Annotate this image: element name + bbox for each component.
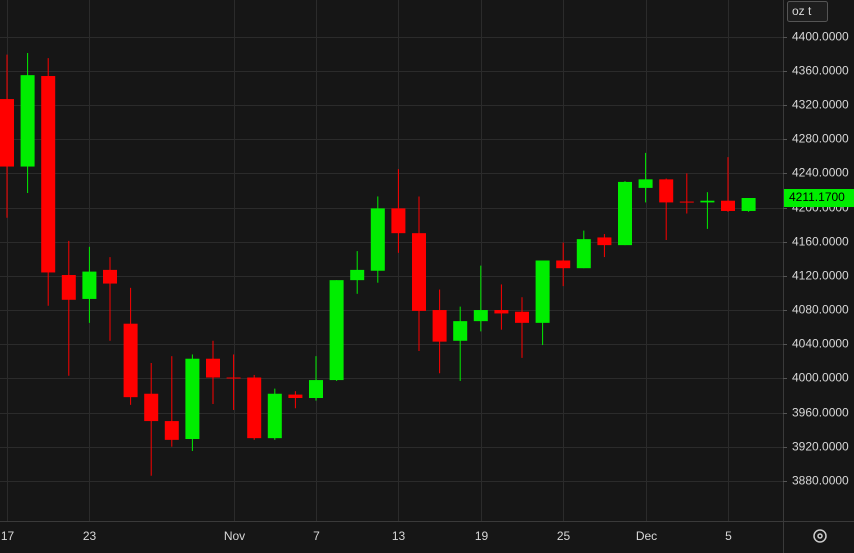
y-tick-label: 4400.0000 bbox=[792, 30, 849, 44]
candle-body bbox=[535, 260, 550, 323]
y-tick-label: 4240.0000 bbox=[792, 166, 849, 180]
x-tick-label: Nov bbox=[224, 529, 245, 543]
y-tick-label: 4360.0000 bbox=[792, 64, 849, 78]
settings-gear[interactable] bbox=[813, 529, 827, 543]
x-tick-label: 17 bbox=[1, 529, 15, 543]
x-tick-label: 13 bbox=[392, 529, 406, 543]
candle-body bbox=[453, 321, 468, 341]
candle-body bbox=[391, 208, 406, 234]
candle-body bbox=[370, 208, 385, 271]
candle-body bbox=[41, 76, 56, 273]
candle-body bbox=[82, 271, 97, 299]
candle-body bbox=[247, 377, 262, 439]
last-price-marker bbox=[784, 189, 854, 208]
unit-label[interactable]: oz t bbox=[792, 4, 812, 18]
candle-body bbox=[288, 394, 303, 399]
x-tick-label: 25 bbox=[557, 529, 571, 543]
candle-body bbox=[412, 233, 426, 311]
candle-body bbox=[515, 311, 529, 323]
candle-body bbox=[267, 393, 282, 439]
candle-body bbox=[721, 200, 735, 211]
x-tick-label: 19 bbox=[475, 529, 489, 543]
unit-selector[interactable] bbox=[787, 1, 828, 22]
y-tick-label: 3920.0000 bbox=[792, 440, 849, 454]
candle-body bbox=[164, 421, 179, 440]
y-tick-label: 4080.0000 bbox=[792, 303, 849, 317]
candle-body bbox=[473, 310, 488, 322]
candle-body bbox=[226, 377, 241, 379]
x-tick-label: Dec bbox=[636, 529, 657, 543]
x-tick-label: 5 bbox=[725, 529, 732, 543]
candle-body bbox=[618, 181, 632, 246]
y-tick-label: 4160.0000 bbox=[792, 235, 849, 249]
y-tick-label: 4320.0000 bbox=[792, 98, 849, 112]
x-tick-label: 7 bbox=[313, 529, 320, 543]
candle-body bbox=[679, 201, 694, 203]
candle-body bbox=[432, 310, 447, 342]
candle-body bbox=[556, 260, 571, 269]
candle-body bbox=[20, 75, 35, 167]
y-tick-label: 4120.0000 bbox=[792, 269, 849, 283]
settings-icon[interactable] bbox=[813, 529, 827, 543]
candle-body bbox=[206, 358, 220, 378]
candle-body bbox=[123, 323, 138, 398]
candle-body bbox=[659, 179, 674, 203]
candle-body bbox=[741, 198, 756, 211]
candle-body bbox=[61, 275, 76, 300]
candle-body bbox=[144, 393, 159, 422]
y-tick-label: 3880.0000 bbox=[792, 474, 849, 488]
candle-body bbox=[576, 239, 591, 269]
y-tick-label: 4280.0000 bbox=[792, 132, 849, 146]
candle-body bbox=[309, 380, 323, 399]
candle-body bbox=[103, 269, 117, 284]
candle-body bbox=[597, 237, 612, 246]
y-tick-label: 4000.0000 bbox=[792, 371, 849, 385]
y-tick-label: 4040.0000 bbox=[792, 337, 849, 351]
y-tick-label: 3960.0000 bbox=[792, 406, 849, 420]
candle-body bbox=[185, 358, 200, 440]
settings-gear-center[interactable] bbox=[817, 533, 823, 539]
x-tick-label: 23 bbox=[83, 529, 97, 543]
candle-body bbox=[0, 99, 14, 167]
candle-body bbox=[494, 310, 509, 314]
candle-body bbox=[700, 200, 715, 203]
candle-body bbox=[329, 280, 344, 381]
last-price-label: 4211.1700 bbox=[789, 190, 845, 204]
candle-body bbox=[638, 179, 653, 188]
candle-body bbox=[350, 269, 365, 281]
